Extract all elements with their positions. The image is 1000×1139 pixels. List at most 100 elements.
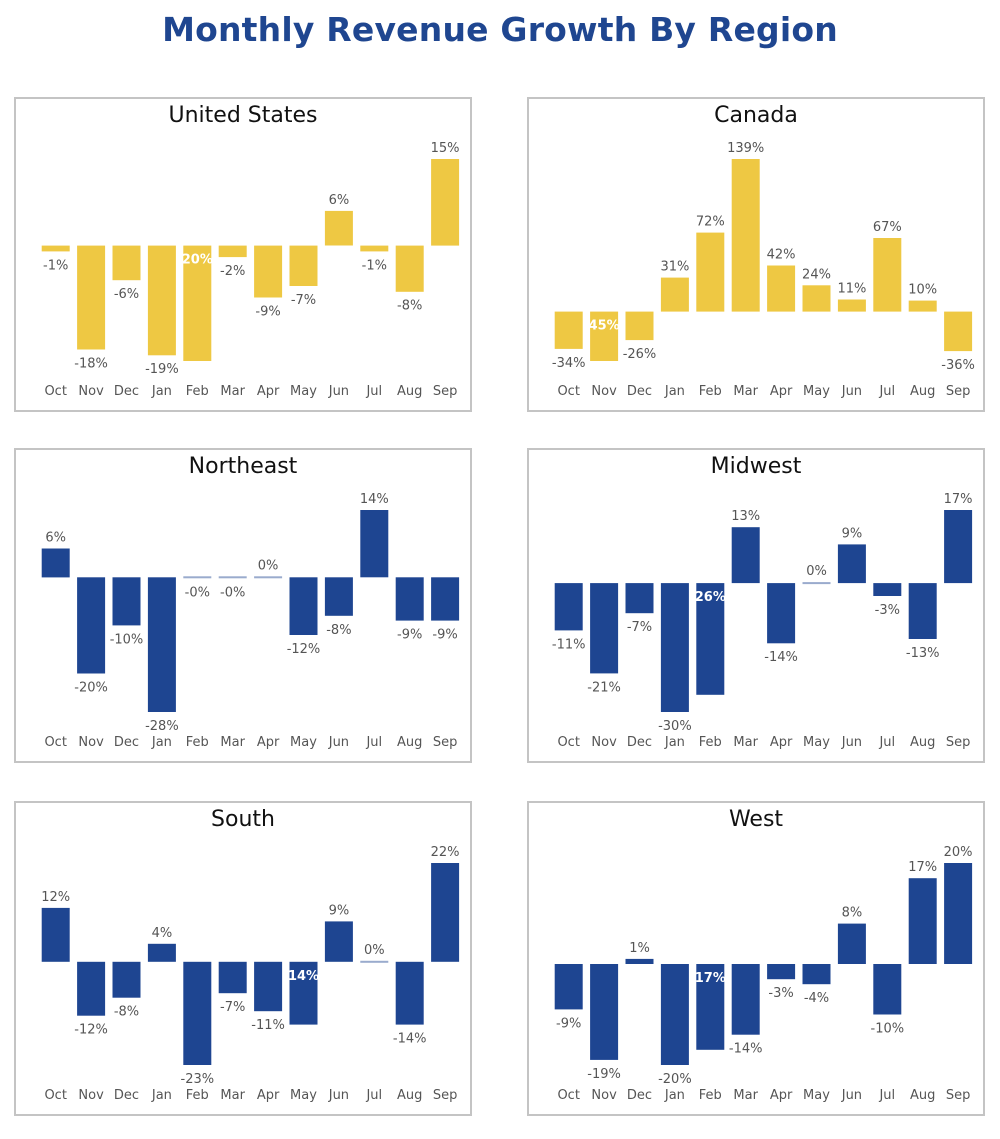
bar-nov bbox=[590, 583, 619, 674]
x-tick-label: Nov bbox=[591, 735, 617, 750]
x-tick-label: Jul bbox=[878, 735, 895, 750]
x-tick-label: Oct bbox=[44, 384, 66, 399]
data-label: -20% bbox=[658, 1072, 692, 1087]
data-label: -2% bbox=[220, 264, 245, 279]
data-label: 0% bbox=[364, 943, 385, 958]
bar-jul bbox=[873, 238, 902, 312]
x-tick-label: May bbox=[290, 1088, 317, 1103]
data-label: -12% bbox=[287, 642, 321, 657]
bar-nov bbox=[77, 961, 106, 1016]
x-tick-label: Mar bbox=[220, 1088, 245, 1103]
bar-dec bbox=[625, 311, 654, 341]
x-tick-label: Nov bbox=[78, 1088, 104, 1103]
bar-jun bbox=[837, 923, 866, 964]
chart-panel-northeast: Northeast 6% Oct -20% Nov -10% Dec -28% Jan -0% F… bbox=[14, 448, 472, 763]
bar-apr bbox=[254, 961, 283, 1012]
bar-feb bbox=[696, 232, 725, 312]
data-label: 72% bbox=[696, 215, 725, 230]
x-tick-label: Jul bbox=[365, 384, 382, 399]
x-tick-label: Jun bbox=[328, 1088, 349, 1103]
x-tick-label: Feb bbox=[699, 384, 722, 399]
data-label: 6% bbox=[45, 531, 66, 546]
x-tick-label: Sep bbox=[433, 384, 458, 399]
data-label: -7% bbox=[220, 1000, 245, 1015]
data-label: -9% bbox=[556, 1016, 581, 1031]
bar-jan bbox=[660, 964, 689, 1065]
bar-mar bbox=[731, 159, 760, 312]
bar-jun bbox=[324, 921, 353, 962]
bar-dec bbox=[112, 961, 141, 998]
bar-nov bbox=[77, 577, 106, 674]
data-label: -8% bbox=[397, 299, 422, 314]
data-label: 8% bbox=[842, 906, 863, 921]
bar-jul bbox=[873, 964, 902, 1015]
chart-title: Northeast bbox=[188, 454, 298, 479]
data-label: 42% bbox=[767, 248, 796, 263]
bar-dec bbox=[112, 577, 141, 626]
data-label: 0% bbox=[258, 558, 279, 573]
data-label: 14% bbox=[360, 492, 389, 507]
bar-jan bbox=[660, 277, 689, 312]
data-label: -10% bbox=[871, 1022, 905, 1037]
x-tick-label: Jun bbox=[841, 735, 862, 750]
data-label: 26% bbox=[695, 590, 726, 605]
data-label: 22% bbox=[431, 845, 460, 860]
x-tick-label: Jan bbox=[151, 1088, 172, 1103]
bar-feb bbox=[183, 245, 212, 361]
chart-panel-south: South 12% Oct -12% Nov -8% Dec 4% Jan -23% Feb -7%… bbox=[14, 801, 472, 1116]
data-label: -0% bbox=[185, 585, 210, 600]
bar-chart-northeast: 6% Oct -20% Nov -10% Dec -28%Jan -0% Feb -0% Mar 0%… bbox=[41, 492, 460, 750]
data-label: -14% bbox=[764, 650, 798, 665]
data-label: 17% bbox=[944, 492, 973, 507]
x-tick-label: Dec bbox=[627, 384, 652, 399]
data-label: -12% bbox=[74, 1023, 108, 1038]
x-tick-label: Jun bbox=[841, 1088, 862, 1103]
x-tick-label: Sep bbox=[433, 735, 458, 750]
bar-sep bbox=[431, 159, 460, 246]
x-tick-label: Nov bbox=[591, 384, 617, 399]
x-tick-label: Jan bbox=[664, 384, 685, 399]
data-label: -9% bbox=[432, 628, 457, 643]
x-tick-label: Apr bbox=[770, 1088, 793, 1103]
data-label: -7% bbox=[627, 620, 652, 635]
x-tick-label: Jul bbox=[878, 1088, 895, 1103]
x-tick-label: Oct bbox=[557, 1088, 579, 1103]
x-tick-label: Sep bbox=[946, 384, 971, 399]
bar-sep bbox=[431, 577, 460, 621]
bar-chart-united-states: -1% Oct -18% Nov -6% Dec -19% Jan 20% Feb -2% Mar -9… bbox=[41, 141, 460, 399]
x-tick-label: Mar bbox=[220, 735, 245, 750]
data-label: 24% bbox=[802, 267, 831, 282]
data-label: -34% bbox=[552, 356, 586, 371]
x-tick-label: Aug bbox=[397, 1088, 422, 1103]
x-tick-label: Aug bbox=[910, 1088, 935, 1103]
data-label: 13% bbox=[731, 509, 760, 524]
x-tick-label: Jul bbox=[365, 1088, 382, 1103]
bar-mar bbox=[218, 245, 247, 258]
data-label: -14% bbox=[729, 1042, 763, 1057]
data-label: -9% bbox=[255, 305, 280, 320]
bar-may bbox=[802, 964, 831, 985]
x-tick-label: Mar bbox=[733, 735, 758, 750]
bar-dec bbox=[625, 958, 654, 964]
data-label: 1% bbox=[629, 941, 650, 956]
data-label: -11% bbox=[552, 637, 586, 652]
bar-oct bbox=[554, 583, 583, 631]
bar-aug bbox=[908, 300, 937, 312]
x-tick-label: Jun bbox=[841, 384, 862, 399]
bar-feb bbox=[696, 583, 725, 695]
bar-jan bbox=[660, 583, 689, 712]
bar-jul bbox=[360, 960, 389, 963]
bar-jan bbox=[147, 245, 176, 356]
x-tick-label: Apr bbox=[770, 735, 793, 750]
bar-jun bbox=[324, 577, 353, 616]
bar-may bbox=[289, 577, 318, 635]
data-label: -19% bbox=[145, 362, 179, 377]
x-tick-label: Jan bbox=[151, 735, 172, 750]
x-tick-label: Apr bbox=[257, 1088, 280, 1103]
data-label: 11% bbox=[837, 282, 866, 297]
data-label: -8% bbox=[114, 1005, 139, 1020]
x-tick-label: Jan bbox=[151, 384, 172, 399]
data-label: -14% bbox=[393, 1032, 427, 1047]
data-label: 45% bbox=[589, 319, 620, 334]
bar-apr bbox=[767, 265, 796, 312]
